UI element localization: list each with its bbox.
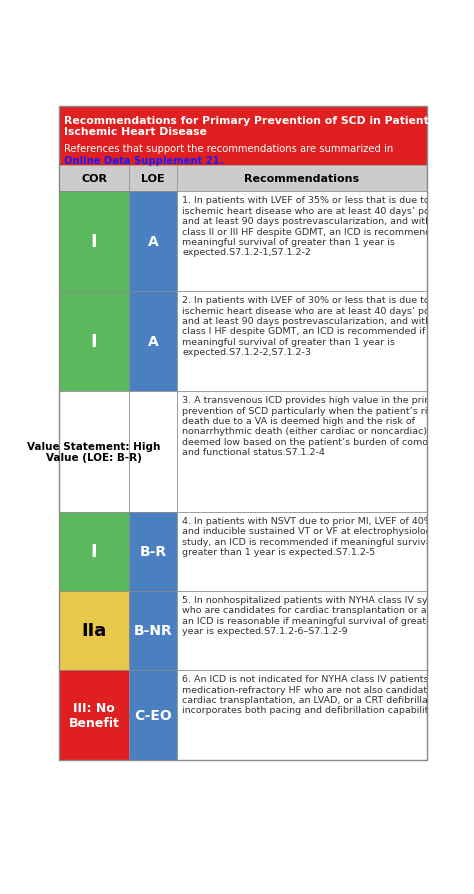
Text: 6. An ICD is not indicated for NYHA class IV patients with medication-refractory: 6. An ICD is not indicated for NYHA clas… [182, 674, 464, 714]
Text: 3. A transvenous ICD provides high value in the primary prevention of SCD partic: 3. A transvenous ICD provides high value… [182, 396, 467, 457]
Text: 2. In patients with LVEF of 30% or less that is due to ischemic heart disease wh: 2. In patients with LVEF of 30% or less … [182, 296, 461, 357]
Text: LOE: LOE [141, 173, 165, 184]
Text: I: I [91, 232, 98, 251]
Bar [59, 512, 129, 591]
Text: Value Statement: High
Value (LOE: B-R): Value Statement: High Value (LOE: B-R) [27, 441, 161, 462]
Text: Recommendations for Primary Prevention of SCD in Patients With
Ischemic Heart Di: Recommendations for Primary Prevention o… [64, 115, 467, 137]
Text: Recommendations: Recommendations [244, 173, 359, 184]
Bar [177, 591, 427, 670]
Text: 5. In nonhospitalized patients with NYHA class IV symptoms who are candidates fo: 5. In nonhospitalized patients with NYHA… [182, 595, 470, 636]
Text: B-R: B-R [139, 544, 166, 559]
Bar [59, 165, 427, 192]
Bar [177, 392, 427, 512]
Text: References that support the recommendations are summarized in: References that support the recommendati… [64, 144, 393, 154]
Bar [129, 291, 177, 392]
Bar [59, 392, 129, 512]
Bar [129, 392, 177, 512]
Bar [129, 591, 177, 670]
Text: I: I [91, 543, 98, 561]
Text: Online Data Supplement 21.: Online Data Supplement 21. [64, 156, 223, 166]
Bar [129, 670, 177, 760]
Bar [59, 291, 129, 392]
Text: A: A [147, 235, 158, 249]
Bar [177, 291, 427, 392]
Bar [177, 670, 427, 760]
Text: B-NR: B-NR [134, 624, 173, 637]
Text: C-EO: C-EO [134, 708, 172, 722]
Text: I: I [91, 333, 98, 350]
Bar [177, 512, 427, 591]
Bar [59, 107, 427, 165]
Bar [129, 192, 177, 291]
Bar [59, 670, 129, 760]
Bar [129, 512, 177, 591]
Bar [59, 591, 129, 670]
Text: 4. In patients with NSVT due to prior MI, LVEF of 40% or less and inducible sust: 4. In patients with NSVT due to prior MI… [182, 516, 467, 556]
Text: IIa: IIa [82, 622, 107, 640]
Text: III: No
Benefit: III: No Benefit [69, 701, 119, 730]
Text: 1. In patients with LVEF of 35% or less that is due to ischemic heart disease wh: 1. In patients with LVEF of 35% or less … [182, 196, 461, 257]
Bar [59, 192, 129, 291]
Text: COR: COR [81, 173, 107, 184]
Text: A: A [147, 334, 158, 349]
Bar [177, 192, 427, 291]
